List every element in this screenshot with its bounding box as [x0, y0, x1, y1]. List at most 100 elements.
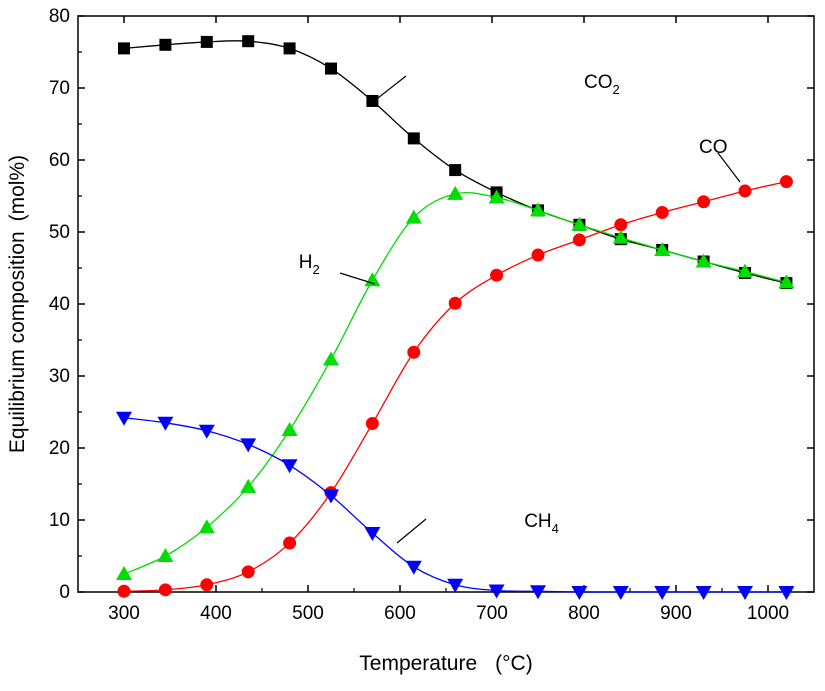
data-point — [159, 38, 172, 51]
data-point — [242, 35, 255, 48]
data-point — [200, 35, 213, 48]
data-point — [531, 248, 545, 262]
data-point — [118, 42, 130, 55]
series-line — [123, 191, 787, 575]
label-leader-line — [396, 518, 427, 544]
data-point — [449, 164, 462, 177]
data-point — [571, 216, 588, 231]
data-point — [116, 411, 132, 426]
y-tick-label: 0 — [59, 582, 70, 603]
data-point — [157, 416, 174, 431]
series-ch4-triangle-down — [116, 411, 795, 600]
label-leader-line — [339, 272, 376, 285]
y-tick-label: 60 — [49, 150, 70, 171]
data-point — [364, 526, 381, 541]
data-point — [612, 229, 629, 244]
label-leader-line — [717, 152, 741, 183]
series-label: CO2 — [584, 72, 620, 97]
data-point — [198, 424, 215, 439]
data-point — [612, 586, 629, 600]
y-tick-label: 50 — [49, 222, 70, 243]
data-point — [407, 132, 420, 145]
data-point — [405, 560, 422, 575]
data-point — [572, 233, 586, 247]
data-point — [737, 586, 753, 600]
x-tick-label: 700 — [476, 603, 508, 624]
y-axis: 0 10 20 30 40 50 60 70 80 — [49, 6, 814, 603]
data-point — [157, 548, 174, 562]
data-point — [447, 185, 464, 200]
data-point — [490, 268, 504, 282]
x-tick-label: 300 — [108, 603, 140, 624]
data-point — [779, 175, 793, 189]
series-co-circle — [117, 175, 793, 598]
data-point — [407, 345, 421, 359]
data-point — [117, 584, 131, 598]
data-point — [281, 459, 298, 474]
x-axis: 300 400 500 600 700 800 900 1000 — [108, 16, 789, 624]
data-point — [447, 578, 464, 593]
label-leader-line — [377, 75, 407, 99]
data-point — [737, 263, 753, 278]
y-tick-label: 20 — [49, 438, 70, 459]
data-point — [283, 536, 297, 550]
y-tick-label: 40 — [49, 294, 70, 315]
data-point — [366, 94, 379, 107]
data-point — [240, 478, 257, 493]
data-point — [695, 253, 712, 268]
data-point — [364, 272, 381, 287]
series-h2-triangle-up — [116, 185, 795, 580]
series-line — [123, 180, 787, 592]
data-point — [198, 519, 215, 534]
data-point — [241, 565, 255, 579]
series-line — [123, 417, 787, 593]
data-point — [697, 195, 711, 209]
y-tick-label: 80 — [49, 6, 70, 27]
y-tick-label: 10 — [49, 510, 70, 531]
data-point — [530, 202, 546, 217]
data-point — [448, 296, 462, 310]
data-point — [778, 274, 795, 289]
data-point — [323, 489, 339, 504]
series-label: CO — [699, 137, 728, 158]
data-point — [738, 184, 752, 198]
data-point — [240, 438, 257, 453]
data-point — [488, 189, 505, 204]
plot-frame — [77, 15, 815, 593]
data-point — [488, 584, 505, 599]
data-point — [405, 209, 422, 224]
x-tick-label: 800 — [568, 603, 600, 624]
x-tick-label: 1000 — [747, 603, 789, 624]
data-point — [283, 42, 296, 55]
x-tick-label: 900 — [660, 603, 692, 624]
x-tick-label: 500 — [292, 603, 324, 624]
data-point — [654, 242, 671, 256]
y-tick-label: 30 — [49, 366, 70, 387]
series-layer — [116, 35, 795, 600]
y-axis-title: Equilibrium composition(mol%) — [6, 155, 29, 453]
series-co2-square — [118, 35, 793, 290]
data-point — [655, 206, 669, 220]
x-tick-label: 600 — [384, 603, 416, 624]
x-tick-label: 400 — [200, 603, 232, 624]
series-line — [123, 40, 787, 284]
data-point — [116, 566, 132, 580]
series-label: H2 — [299, 252, 320, 277]
data-point — [323, 351, 339, 366]
data-point — [530, 585, 546, 600]
data-point — [200, 578, 214, 592]
data-point — [365, 417, 379, 431]
x-axis-title: Temperature (°C) — [359, 652, 532, 675]
data-point — [281, 422, 298, 436]
series-labels: CO2 CO H2 CH4 — [299, 72, 741, 544]
data-point — [695, 586, 712, 600]
data-point — [778, 586, 795, 600]
data-point — [325, 62, 337, 75]
data-point — [654, 586, 671, 600]
data-point — [158, 583, 172, 597]
data-point — [614, 218, 628, 232]
data-point — [571, 586, 588, 600]
y-tick-label: 70 — [49, 78, 70, 99]
series-label: CH4 — [524, 511, 559, 536]
